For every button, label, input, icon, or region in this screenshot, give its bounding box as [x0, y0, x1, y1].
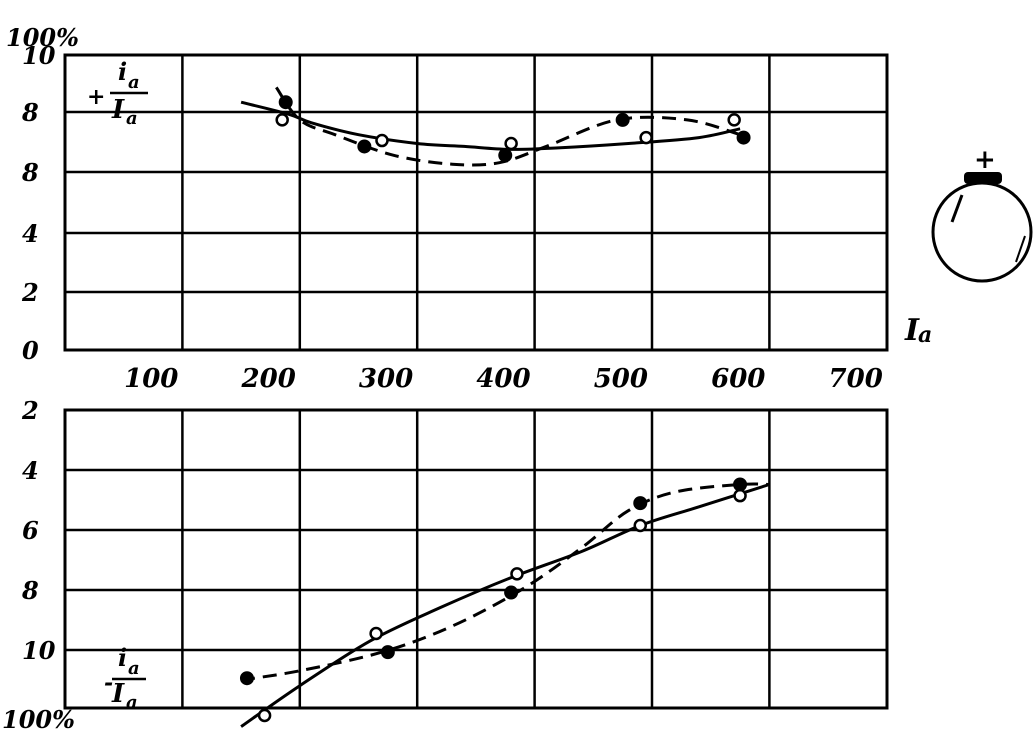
- upper-y-axis-label: + i a I a: [87, 57, 148, 129]
- upper-chart-panel: 10 8 8 4 2 0 100 200 300 400 500 600 700: [21, 41, 889, 394]
- data-point-open: [633, 518, 648, 533]
- y-tick-label: 6: [22, 516, 39, 545]
- inset-arrow-right: [1015, 235, 1026, 263]
- lower-y-label-numerator-sub: a: [128, 658, 140, 679]
- lower-chart-panel: 2 4 6 8 10: [21, 396, 889, 728]
- y-tick-label: 8: [21, 576, 39, 605]
- upper-y-label-denominator-sub: a: [126, 108, 138, 129]
- lower-y-label-sign: -: [104, 670, 113, 696]
- data-point-open: [275, 113, 289, 127]
- sphere-with-positive-pole-icon: +: [931, 145, 1033, 283]
- x-tick-label: 100: [124, 364, 178, 394]
- series-line: [275, 86, 741, 167]
- upper-y-unit: 100%: [6, 23, 79, 52]
- data-point-filled: [736, 130, 751, 145]
- data-point-open: [510, 567, 524, 581]
- lower-y-label-numerator: i: [118, 643, 127, 672]
- upper-y-label-numerator: i: [118, 57, 127, 86]
- data-point-open: [375, 133, 389, 148]
- data-point-filled: [380, 645, 395, 660]
- y-tick-label: 2: [21, 396, 39, 425]
- lower-y-axis-label: - i a I a: [104, 643, 146, 713]
- data-point-open: [369, 626, 383, 641]
- upper-y-label-sign: +: [87, 84, 105, 110]
- x-tick-label: 300: [359, 364, 413, 394]
- data-point-open: [504, 136, 518, 151]
- data-point-open: [257, 708, 272, 723]
- x-tick-label: 200: [241, 364, 296, 394]
- data-point-open: [727, 113, 741, 127]
- data-point-open: [733, 488, 747, 503]
- y-tick-label: 4: [22, 456, 39, 485]
- inset-sphere: [931, 181, 1033, 283]
- data-point-open: [639, 130, 653, 145]
- data-point-filled: [504, 585, 519, 600]
- series-line: [240, 100, 741, 151]
- upper-y-label-denominator: I: [111, 95, 125, 125]
- inset-arrow-left: [950, 194, 964, 223]
- x-tick-label: 700: [829, 364, 883, 394]
- y-tick-label: 10: [22, 41, 56, 70]
- data-point-filled: [633, 496, 648, 511]
- x-tick-label: 600: [711, 364, 765, 394]
- data-point-filled: [239, 671, 254, 686]
- data-point-filled: [615, 112, 630, 127]
- lower-y-unit: 100%: [2, 705, 75, 731]
- inset-electrode-cap: [964, 172, 1002, 184]
- x-axis-label-sub: a: [918, 322, 932, 348]
- lower-y-label-denominator: I: [111, 679, 125, 709]
- y-tick-label: 10: [22, 636, 56, 665]
- inset-positive-sign: +: [974, 145, 996, 175]
- data-point-filled: [733, 477, 748, 492]
- y-tick-label: 2: [21, 278, 39, 307]
- series-line: [240, 483, 770, 728]
- plot-frame: [63, 53, 889, 352]
- x-axis-label: I a: [904, 313, 932, 348]
- y-tick-label: 8: [21, 98, 39, 127]
- y-tick-label: 4: [22, 219, 39, 248]
- plot-frame: [63, 408, 889, 710]
- x-tick-label: 500: [594, 364, 648, 394]
- x-axis-label-main: I: [904, 313, 920, 348]
- y-tick-label: 0: [22, 336, 39, 365]
- series-line: [240, 482, 770, 682]
- y-tick-label: 8: [21, 158, 39, 187]
- x-tick-label: 400: [476, 364, 530, 394]
- upper-y-label-numerator-sub: a: [128, 72, 140, 93]
- lower-y-label-denominator-sub: a: [126, 692, 138, 713]
